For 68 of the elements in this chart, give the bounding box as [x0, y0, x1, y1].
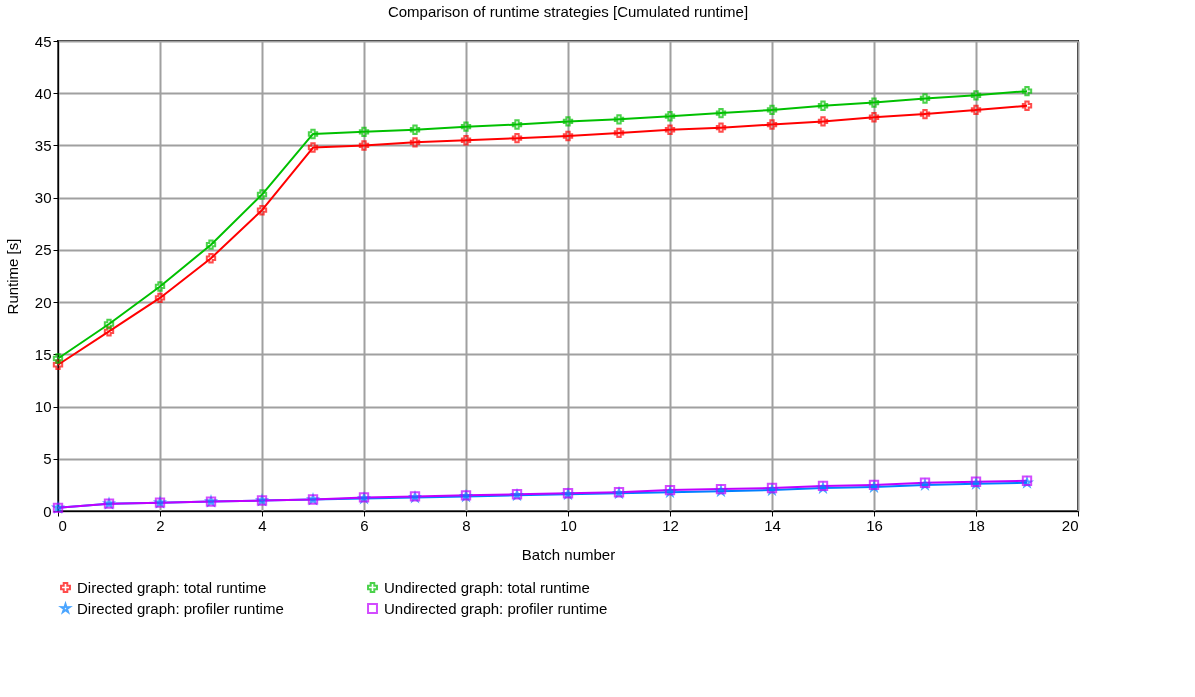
chart-title: Comparison of runtime strategies [Cumulated runtime] [387, 3, 749, 20]
x-axis-title: Batch number [521, 545, 616, 563]
x-tick-label: 2 [156, 516, 165, 534]
x-tick-label: 10 [560, 516, 577, 534]
point [358, 140, 370, 151]
point [103, 326, 115, 337]
point [103, 318, 115, 330]
legend-label: Directed graph: profiler runtime [77, 599, 284, 617]
point [715, 107, 727, 119]
point [460, 121, 472, 132]
y-tick-label: 40 [34, 84, 52, 102]
point [1021, 85, 1033, 97]
legend-label: Directed graph: total runtime [77, 578, 267, 596]
point [868, 112, 880, 123]
point [409, 137, 421, 148]
y-tick-label: 5 [43, 450, 52, 468]
y-axis-title: Runtime [s] [3, 238, 21, 315]
point [817, 100, 829, 111]
y-tick-label: 15 [34, 345, 52, 363]
point [613, 127, 625, 139]
point [919, 108, 931, 120]
point [256, 189, 268, 200]
point [307, 128, 319, 140]
point [409, 124, 421, 135]
legend-label: Undirected graph: total runtime [384, 578, 590, 596]
point [358, 126, 370, 138]
x-tick-label: 20 [1061, 516, 1079, 534]
point [664, 111, 676, 122]
point [868, 97, 880, 108]
point [511, 119, 523, 130]
point [154, 281, 166, 292]
point [817, 116, 829, 127]
point [766, 104, 778, 116]
point [511, 132, 523, 144]
legend-label: Undirected graph: profiler runtime [384, 599, 608, 617]
point [919, 93, 931, 104]
y-tick-label: 20 [34, 293, 52, 311]
point [205, 253, 217, 264]
point [154, 292, 166, 304]
point [562, 130, 574, 142]
point [52, 353, 64, 364]
point [460, 135, 472, 146]
point [307, 142, 319, 153]
y-tick-label: 0 [43, 502, 52, 520]
point [562, 116, 574, 127]
x-tick-label: 18 [968, 516, 985, 534]
x-tick-label: 16 [866, 516, 883, 534]
x-tick-label: 6 [360, 516, 369, 534]
point [970, 104, 982, 116]
point [613, 114, 625, 125]
y-tick-label: 45 [34, 32, 52, 50]
point [715, 122, 727, 133]
point [1021, 100, 1033, 111]
point [256, 205, 268, 216]
x-tick-label: 0 [58, 516, 67, 534]
y-tick-label: 30 [34, 189, 52, 207]
y-tick-label: 25 [34, 241, 52, 259]
x-tick-label: 14 [764, 516, 781, 534]
point [52, 359, 64, 370]
point [970, 90, 982, 101]
x-tick-label: 12 [662, 516, 679, 534]
y-tick-label: 35 [34, 136, 52, 154]
x-tick-label: 8 [462, 516, 471, 534]
point [766, 119, 778, 130]
y-tick-label: 10 [34, 398, 52, 416]
x-tick-label: 4 [258, 516, 267, 534]
point [205, 239, 217, 250]
point [664, 124, 676, 135]
